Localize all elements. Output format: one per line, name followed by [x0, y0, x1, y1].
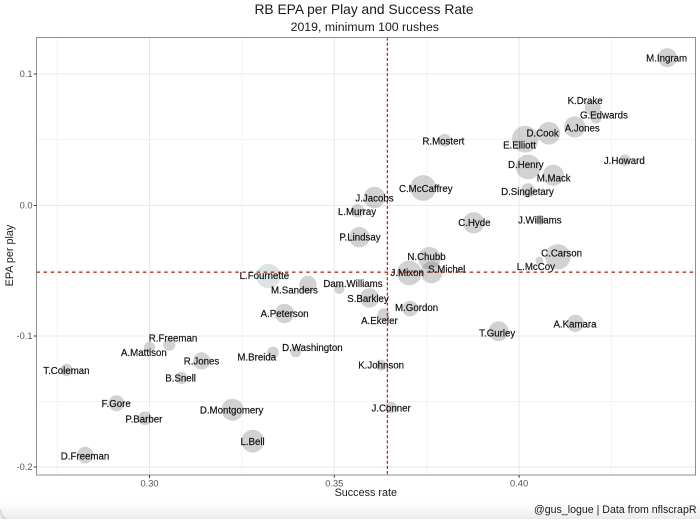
svg-text:D.Montgomery: D.Montgomery — [200, 406, 264, 417]
svg-text:L.Murray: L.Murray — [338, 207, 376, 218]
svg-text:D.Freeman: D.Freeman — [61, 452, 109, 463]
svg-text:0.40: 0.40 — [510, 479, 528, 489]
svg-text:A.Ekeler: A.Ekeler — [361, 316, 398, 327]
svg-text:0.30: 0.30 — [140, 479, 158, 489]
svg-text:0.35: 0.35 — [325, 479, 343, 489]
svg-text:M.Breida: M.Breida — [237, 353, 276, 364]
svg-text:R.Jones: R.Jones — [184, 356, 220, 367]
svg-text:M.Ingram: M.Ingram — [646, 54, 687, 65]
svg-text:J.Conner: J.Conner — [371, 404, 411, 415]
svg-text:A.Jones: A.Jones — [565, 124, 600, 135]
svg-text:T.Coleman: T.Coleman — [43, 366, 89, 377]
svg-text:A.Kamara: A.Kamara — [553, 319, 597, 330]
svg-text:2019, minimum 100 rushes: 2019, minimum 100 rushes — [291, 20, 439, 34]
svg-text:K.Drake: K.Drake — [568, 96, 603, 107]
svg-text:D.Cook: D.Cook — [526, 129, 558, 140]
svg-text:J.Mixon: J.Mixon — [391, 268, 424, 279]
svg-text:C.Carson: C.Carson — [541, 248, 582, 259]
svg-text:J.Howard: J.Howard — [604, 156, 645, 167]
svg-text:F.Gore: F.Gore — [102, 399, 131, 410]
svg-text:E.Elliott: E.Elliott — [503, 141, 536, 152]
svg-text:L.Fournette: L.Fournette — [240, 271, 290, 282]
svg-text:S.Barkley: S.Barkley — [347, 294, 389, 305]
svg-text:K.Johnson: K.Johnson — [358, 361, 404, 372]
svg-text:N.Chubb: N.Chubb — [407, 252, 445, 263]
svg-text:L.Bell: L.Bell — [240, 437, 264, 448]
svg-text:T.Gurley: T.Gurley — [479, 329, 515, 340]
svg-text:C.McCaffrey: C.McCaffrey — [399, 184, 453, 195]
svg-text:Dam.Williams: Dam.Williams — [323, 279, 382, 290]
svg-text:R.Mostert: R.Mostert — [422, 136, 464, 147]
svg-text:D.Singletary: D.Singletary — [501, 187, 554, 198]
svg-text:EPA per play: EPA per play — [4, 224, 16, 286]
svg-text:G.Edwards: G.Edwards — [580, 110, 628, 121]
svg-text:-0.2: -0.2 — [16, 462, 32, 472]
svg-text:J.Williams: J.Williams — [518, 216, 562, 227]
svg-text:B.Snell: B.Snell — [165, 374, 196, 385]
svg-text:@gus_logue | Data from nflscra: @gus_logue | Data from nflscrapR — [534, 504, 697, 516]
svg-text:0.1: 0.1 — [20, 69, 33, 79]
svg-text:-0.1: -0.1 — [16, 331, 32, 341]
svg-text:J.Jacobs: J.Jacobs — [355, 194, 393, 205]
svg-text:A.Mattison: A.Mattison — [121, 348, 167, 359]
svg-text:S.Michel: S.Michel — [428, 265, 465, 276]
svg-text:P.Barber: P.Barber — [125, 415, 163, 426]
svg-text:M.Sanders: M.Sanders — [271, 286, 318, 297]
svg-text:Success rate: Success rate — [335, 487, 397, 499]
svg-text:0.0: 0.0 — [20, 201, 33, 211]
svg-text:D.Washington: D.Washington — [282, 343, 343, 354]
svg-text:RB EPA per Play and Success Ra: RB EPA per Play and Success Rate — [254, 2, 473, 17]
svg-text:R.Freeman: R.Freeman — [149, 334, 197, 345]
svg-text:P.Lindsay: P.Lindsay — [339, 233, 380, 244]
svg-text:A.Peterson: A.Peterson — [261, 309, 309, 320]
svg-text:L.McCoy: L.McCoy — [517, 262, 555, 273]
svg-text:M.Mack: M.Mack — [537, 174, 571, 185]
svg-text:D.Henry: D.Henry — [508, 160, 544, 171]
svg-text:M.Gordon: M.Gordon — [395, 303, 438, 314]
svg-text:C.Hyde: C.Hyde — [458, 218, 490, 229]
